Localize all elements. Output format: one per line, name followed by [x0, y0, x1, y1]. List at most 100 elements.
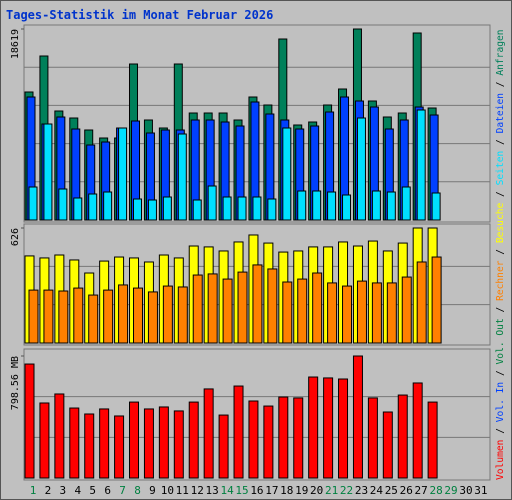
x-tick-label: 31	[474, 484, 487, 497]
bar	[293, 397, 304, 479]
bar	[133, 287, 144, 344]
bar	[312, 272, 323, 344]
x-tick-label: 28	[429, 484, 442, 497]
bar	[312, 190, 322, 221]
bar	[297, 278, 308, 344]
x-tick-label: 3	[60, 484, 67, 497]
x-tick-label: 29	[444, 484, 457, 497]
bar	[267, 198, 277, 221]
bar	[342, 194, 352, 221]
bar	[431, 192, 441, 221]
bar	[401, 186, 411, 221]
bar	[401, 276, 412, 344]
bar	[73, 197, 83, 221]
chart-title: Tages-Statistik im Monat Februar 2026	[6, 8, 273, 22]
bar	[412, 382, 423, 479]
bar	[188, 401, 199, 479]
bar	[431, 256, 442, 344]
bar	[24, 363, 35, 479]
x-tick-label: 20	[310, 484, 323, 497]
x-tick-label: 24	[370, 484, 384, 497]
bar	[416, 261, 427, 344]
bar	[397, 394, 408, 479]
legend-entry: Anfragen	[495, 29, 506, 75]
x-tick-label: 14	[220, 484, 234, 497]
x-tick-label: 4	[74, 484, 81, 497]
x-tick-label: 21	[325, 484, 338, 497]
bar	[177, 133, 187, 221]
bar	[207, 185, 217, 221]
bar	[88, 294, 99, 344]
bar	[248, 400, 259, 479]
x-tick-label: 2	[45, 484, 52, 497]
legend-entry: Vol. In	[495, 382, 506, 422]
bar	[386, 191, 396, 221]
bar	[218, 414, 229, 479]
bar	[162, 196, 172, 221]
bar	[133, 198, 143, 221]
x-tick-label: 26	[400, 484, 413, 497]
bar	[143, 408, 154, 479]
x-tick-label: 18	[280, 484, 293, 497]
legend-entry: Vol. Out	[495, 318, 506, 364]
bar	[427, 401, 438, 479]
bar	[222, 278, 233, 344]
bar	[28, 289, 39, 344]
bar	[263, 405, 274, 479]
bar	[371, 282, 382, 344]
bar	[297, 190, 307, 221]
bar	[386, 282, 397, 344]
legend-separator: /	[495, 243, 506, 260]
bar	[342, 285, 353, 344]
x-tick-label: 7	[119, 484, 126, 497]
legend-separator: /	[495, 76, 506, 93]
x-tick-label: 23	[355, 484, 368, 497]
x-tick-label: 6	[104, 484, 111, 497]
bar	[327, 191, 337, 221]
bar	[356, 280, 367, 344]
y-tick-label: 626	[10, 228, 21, 246]
x-tick-label: 30	[459, 484, 472, 497]
bar	[58, 290, 69, 344]
legend-entry: Rechner	[495, 260, 506, 301]
bar	[338, 378, 349, 479]
y-tick-label: 18619	[10, 29, 21, 59]
bar	[147, 199, 157, 221]
bar	[28, 186, 38, 221]
bar	[278, 396, 289, 479]
bar	[222, 196, 232, 221]
x-tick-label: 16	[250, 484, 263, 497]
bar	[367, 397, 378, 479]
bar	[416, 109, 426, 221]
bar	[88, 193, 98, 221]
x-tick-label: 1	[30, 484, 37, 497]
legend-entry: Volumen	[495, 440, 506, 480]
bar	[192, 199, 202, 221]
legend-separator: /	[495, 133, 506, 150]
bar	[118, 127, 128, 221]
bar	[69, 407, 80, 479]
x-tick-label: 27	[415, 484, 428, 497]
bar	[99, 408, 110, 479]
bar	[162, 285, 173, 344]
bar	[308, 376, 319, 479]
x-tick-label: 13	[206, 484, 219, 497]
legend-separator: /	[495, 422, 506, 439]
bar	[203, 388, 214, 479]
x-tick-label: 12	[191, 484, 204, 497]
bar	[237, 196, 247, 221]
legend-entry: Besuche	[495, 203, 506, 244]
y-tick-label: 798.56 MB	[10, 356, 21, 410]
bar	[73, 287, 84, 344]
bar	[84, 413, 95, 479]
legend-entry: Seiten	[495, 151, 506, 186]
x-tick-label: 22	[340, 484, 353, 497]
bar	[252, 196, 262, 221]
bar	[233, 385, 244, 479]
legend-separator: /	[495, 364, 506, 381]
x-tick-label: 9	[149, 484, 156, 497]
bar	[158, 406, 169, 479]
bar	[103, 191, 113, 221]
legend-separator: /	[495, 185, 506, 202]
